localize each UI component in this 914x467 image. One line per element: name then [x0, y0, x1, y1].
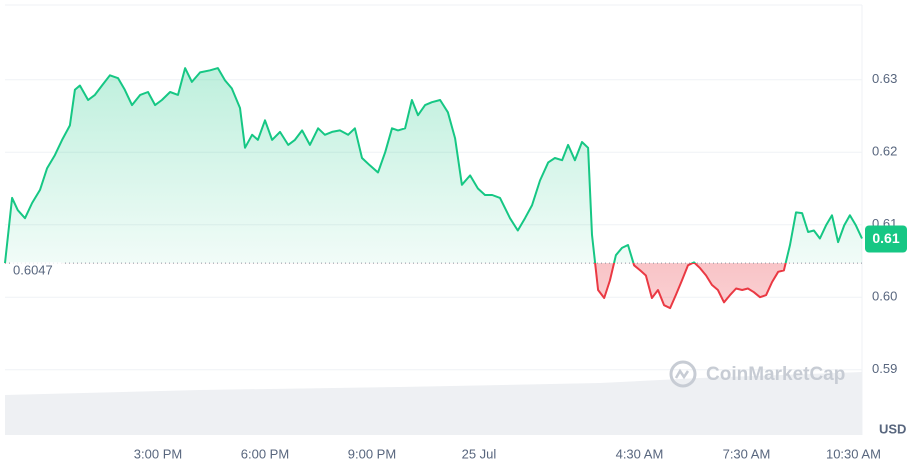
watermark-text: CoinMarketCap: [706, 364, 845, 385]
volume-area: [5, 372, 862, 435]
y-tick-label: 0.62: [872, 144, 897, 159]
x-tick-label: 6:00 PM: [241, 446, 289, 461]
watermark-logo-mark: [674, 368, 690, 380]
baseline-label-bg: [10, 262, 62, 279]
price-line: [4, 67, 863, 310]
x-tick-label: 9:00 PM: [348, 446, 396, 461]
y-tick-label: 0.59: [872, 361, 897, 376]
current-price-label: 0.61: [872, 230, 899, 246]
x-tick-label: 10:30 AM: [826, 446, 881, 461]
y-tick-label: 0.63: [872, 71, 897, 86]
watermark: CoinMarketCap: [669, 360, 845, 388]
y-unit: USD: [879, 421, 906, 436]
price-area: [5, 68, 862, 309]
x-tick-label: 4:30 AM: [616, 446, 664, 461]
x-tick-label: 3:00 PM: [134, 446, 182, 461]
x-tick-label: 7:30 AM: [723, 446, 771, 461]
baseline-label: 0.6047: [13, 263, 53, 278]
x-tick-label: 25 Jul: [462, 446, 497, 461]
current-price-badge: [865, 225, 907, 253]
y-tick-label: 0.60: [872, 289, 897, 304]
watermark-logo: [669, 360, 697, 388]
